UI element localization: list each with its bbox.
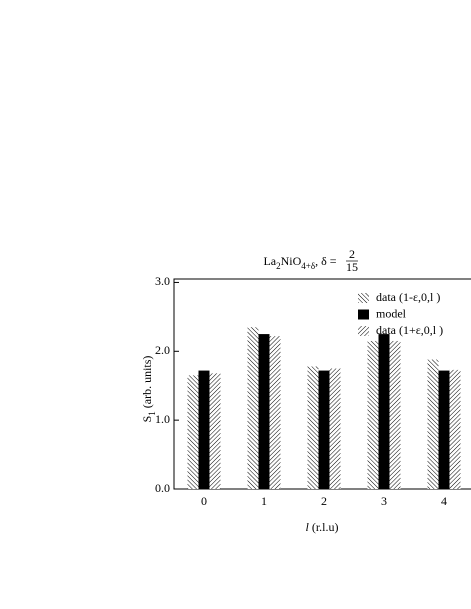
bar xyxy=(247,327,259,489)
legend-swatch xyxy=(358,309,369,320)
x-tick-label: 1 xyxy=(261,494,267,508)
text-part: l xyxy=(305,520,309,534)
bar xyxy=(318,370,330,489)
legend-swatch xyxy=(358,293,369,303)
x-tick-label: 2 xyxy=(321,494,327,508)
text-part: (arb. units) xyxy=(140,356,154,412)
bar xyxy=(269,336,281,489)
y-axis-label: S1 (arb. units) xyxy=(140,356,157,423)
bar xyxy=(438,370,450,489)
y-tick-label: 2.0 xyxy=(155,343,170,357)
bar xyxy=(449,369,461,489)
x-tick-label: 4 xyxy=(441,494,447,508)
y-tick-label: 1.0 xyxy=(155,412,170,426)
bar xyxy=(378,334,390,489)
y-tick-label: 3.0 xyxy=(155,274,170,288)
text-part: 4+δ xyxy=(301,261,315,271)
text-part: , δ = xyxy=(315,254,337,268)
bar xyxy=(389,340,401,489)
x-tick-label: 3 xyxy=(381,494,387,508)
bar xyxy=(187,375,199,489)
bar xyxy=(258,334,270,489)
bar xyxy=(209,373,221,489)
text-part: S xyxy=(140,416,154,423)
fraction-numerator: 2 xyxy=(349,247,355,261)
fraction-denominator: 15 xyxy=(346,260,358,274)
x-axis-label: l (r.l.u) xyxy=(305,520,338,534)
text-part: (r.l.u) xyxy=(309,520,339,534)
text-part: 1 xyxy=(147,411,157,416)
bar xyxy=(307,366,319,489)
text-part: NiO xyxy=(281,254,302,268)
x-tick-label: 0 xyxy=(201,494,207,508)
y-tick-label: 0.0 xyxy=(155,481,170,495)
legend-label: data (1+ε,0,l ) xyxy=(376,323,443,337)
bar xyxy=(427,359,439,489)
legend-swatch xyxy=(358,326,369,336)
bar xyxy=(198,370,210,489)
chart-title: La2NiO4+δ, δ = xyxy=(263,254,336,271)
bar xyxy=(329,368,341,489)
legend-label: model xyxy=(376,306,407,320)
legend-label: data (1-ε,0,l ) xyxy=(376,290,440,304)
bar xyxy=(367,340,379,489)
text-part: 2 xyxy=(276,261,281,271)
text-part: La xyxy=(263,254,276,268)
